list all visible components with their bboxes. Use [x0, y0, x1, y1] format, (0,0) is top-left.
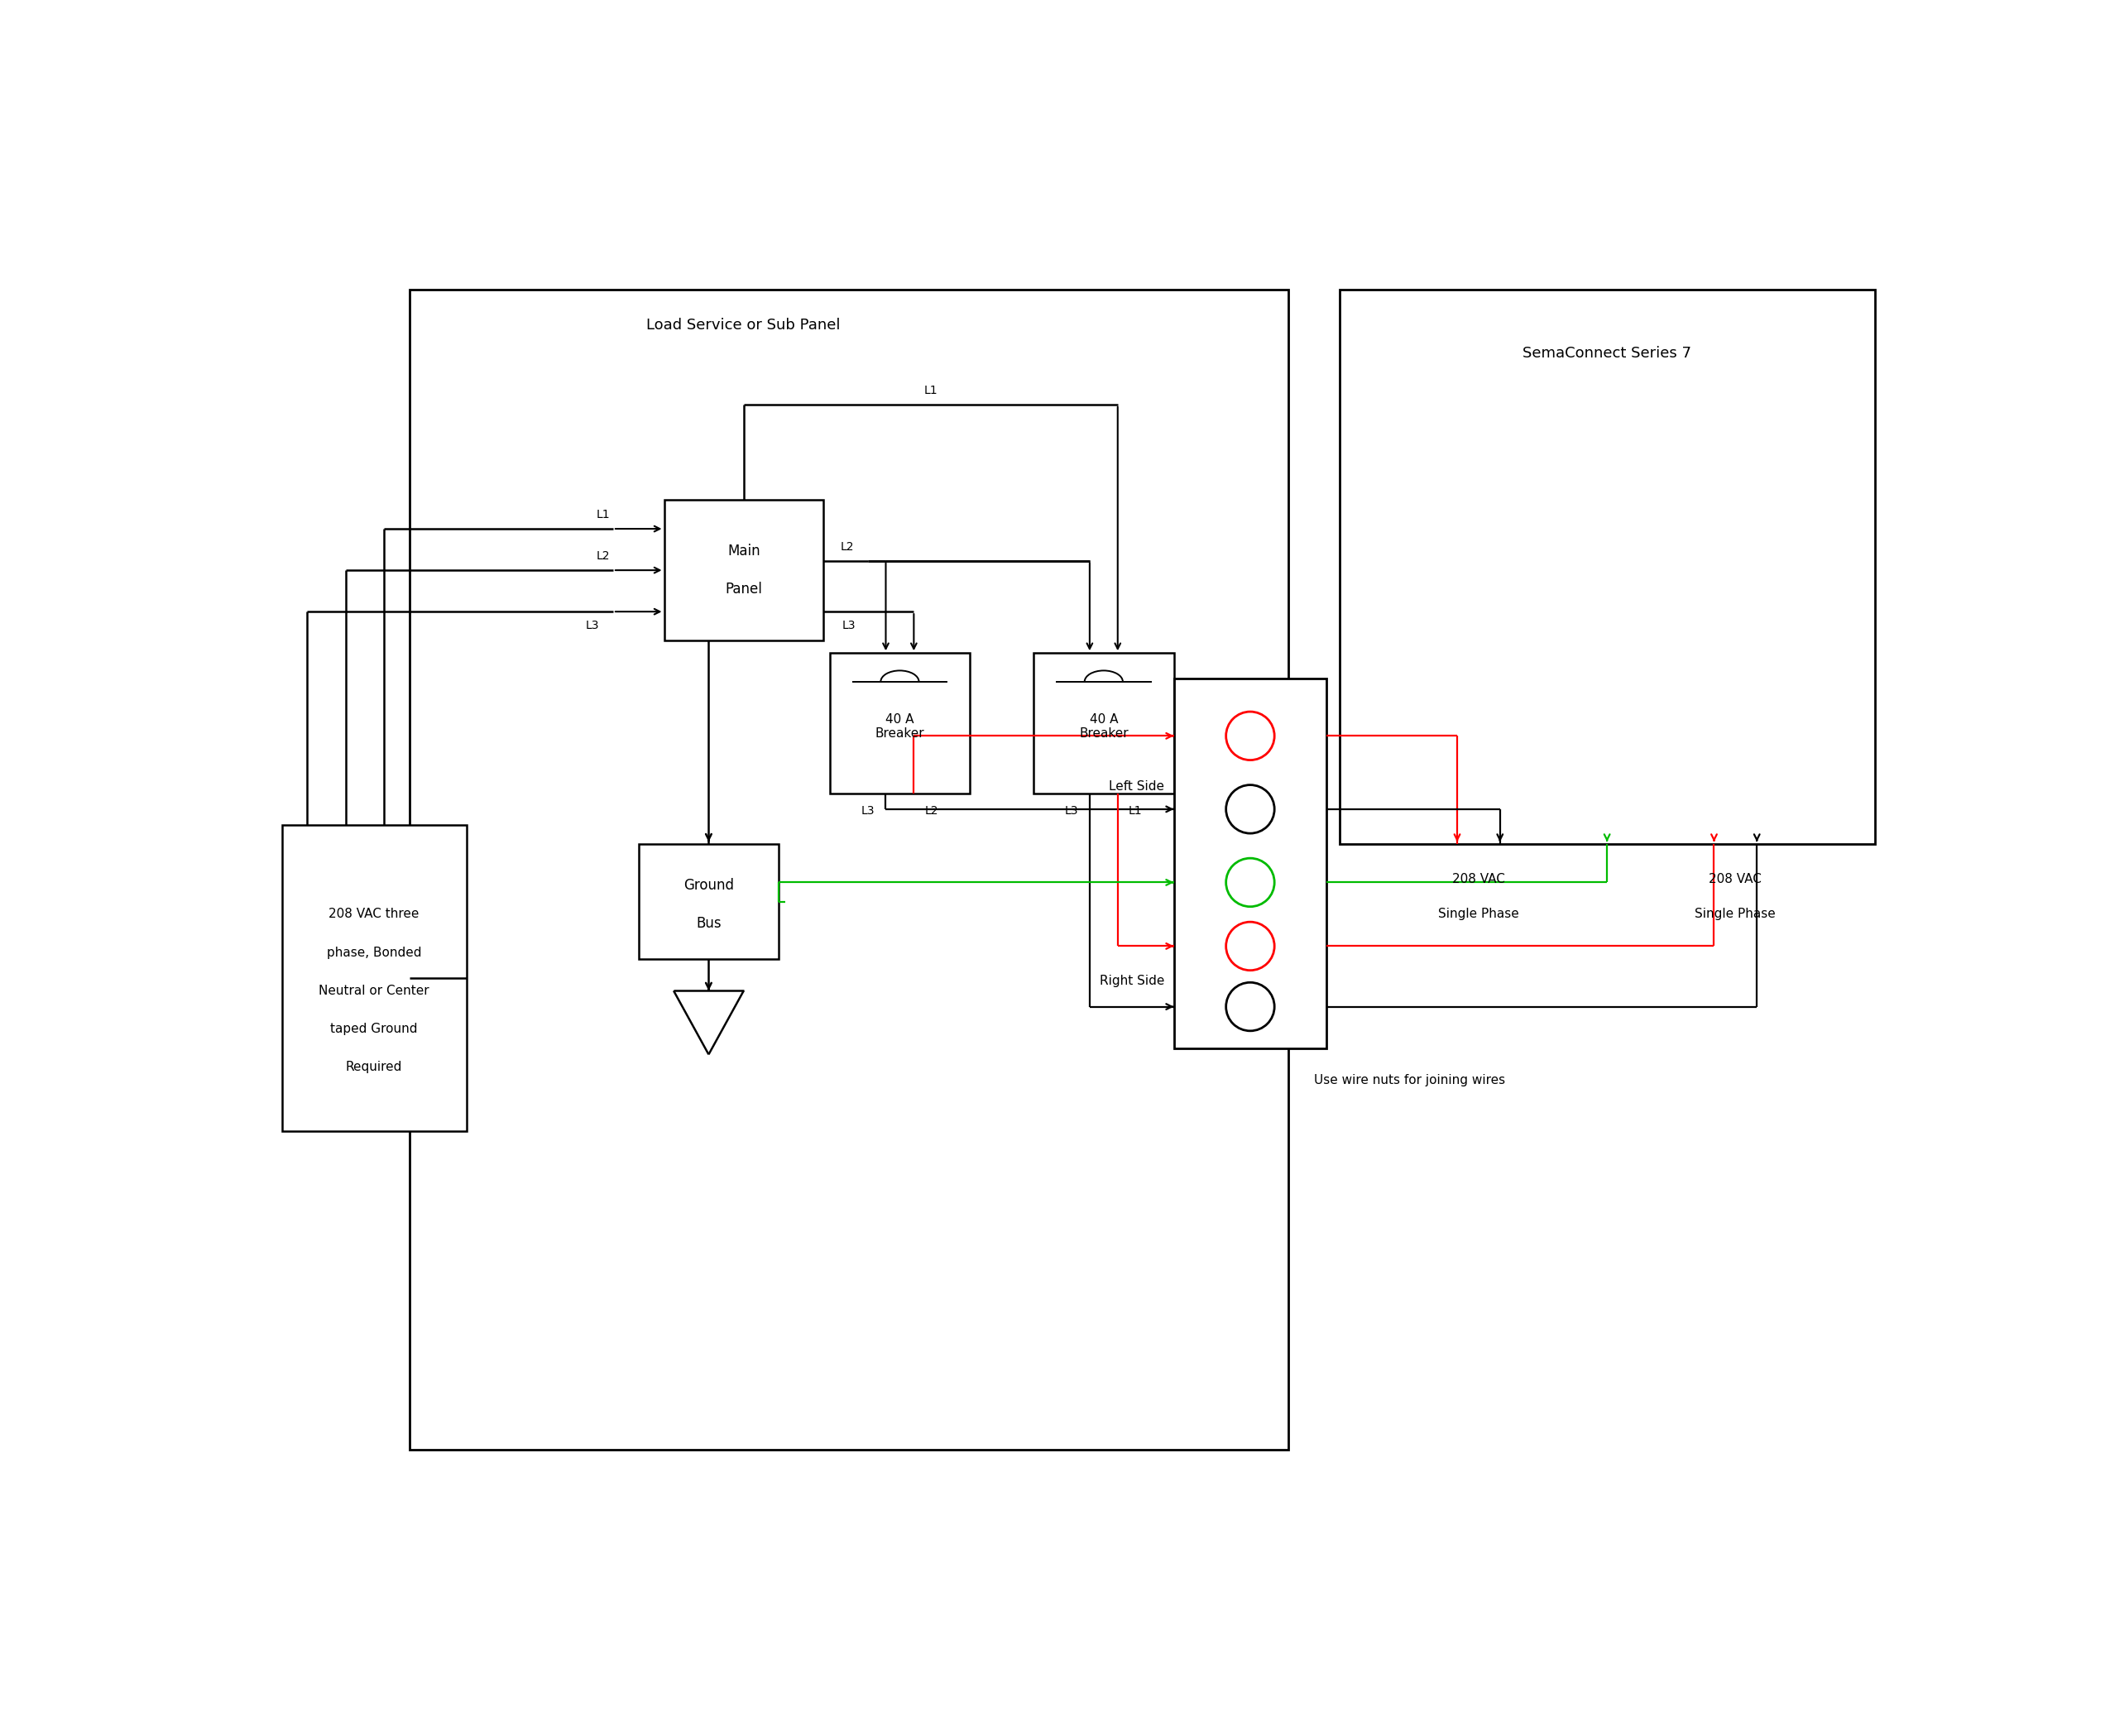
Bar: [639, 844, 779, 958]
Text: Use wire nuts for joining wires: Use wire nuts for joining wires: [1315, 1075, 1504, 1087]
Text: 40 A
Breaker: 40 A Breaker: [876, 713, 924, 740]
Text: L3: L3: [861, 806, 876, 818]
Bar: [1340, 290, 1874, 844]
Text: 208 VAC: 208 VAC: [1452, 873, 1504, 885]
Bar: [283, 825, 466, 1130]
Text: L2: L2: [924, 806, 939, 818]
Bar: [829, 653, 971, 793]
Text: L3: L3: [1066, 806, 1078, 818]
Text: SemaConnect Series 7: SemaConnect Series 7: [1523, 345, 1692, 361]
Text: L3: L3: [842, 620, 857, 632]
Text: L1: L1: [1129, 806, 1142, 818]
Text: Ground: Ground: [684, 878, 734, 892]
Text: L2: L2: [597, 550, 610, 562]
Text: Load Service or Sub Panel: Load Service or Sub Panel: [646, 318, 840, 332]
Text: Required: Required: [346, 1061, 403, 1073]
Bar: [409, 290, 1289, 1450]
Text: taped Ground: taped Ground: [331, 1023, 418, 1035]
Text: L1: L1: [924, 385, 937, 396]
Text: Panel: Panel: [726, 582, 762, 597]
Text: Right Side: Right Side: [1099, 976, 1165, 988]
Text: 208 VAC: 208 VAC: [1709, 873, 1762, 885]
Text: Single Phase: Single Phase: [1694, 908, 1777, 920]
Text: Bus: Bus: [696, 917, 722, 930]
Text: L1: L1: [597, 509, 610, 521]
Text: Main: Main: [728, 543, 760, 559]
Bar: [1173, 679, 1327, 1049]
Text: 40 A
Breaker: 40 A Breaker: [1078, 713, 1129, 740]
Text: 208 VAC three: 208 VAC three: [329, 908, 420, 920]
Text: Single Phase: Single Phase: [1439, 908, 1519, 920]
Text: Left Side: Left Side: [1108, 781, 1165, 793]
Text: phase, Bonded: phase, Bonded: [327, 946, 422, 958]
Bar: [1034, 653, 1173, 793]
Text: L3: L3: [584, 620, 599, 632]
Text: Neutral or Center: Neutral or Center: [319, 984, 430, 996]
Bar: [665, 500, 823, 641]
Text: L2: L2: [840, 542, 855, 552]
